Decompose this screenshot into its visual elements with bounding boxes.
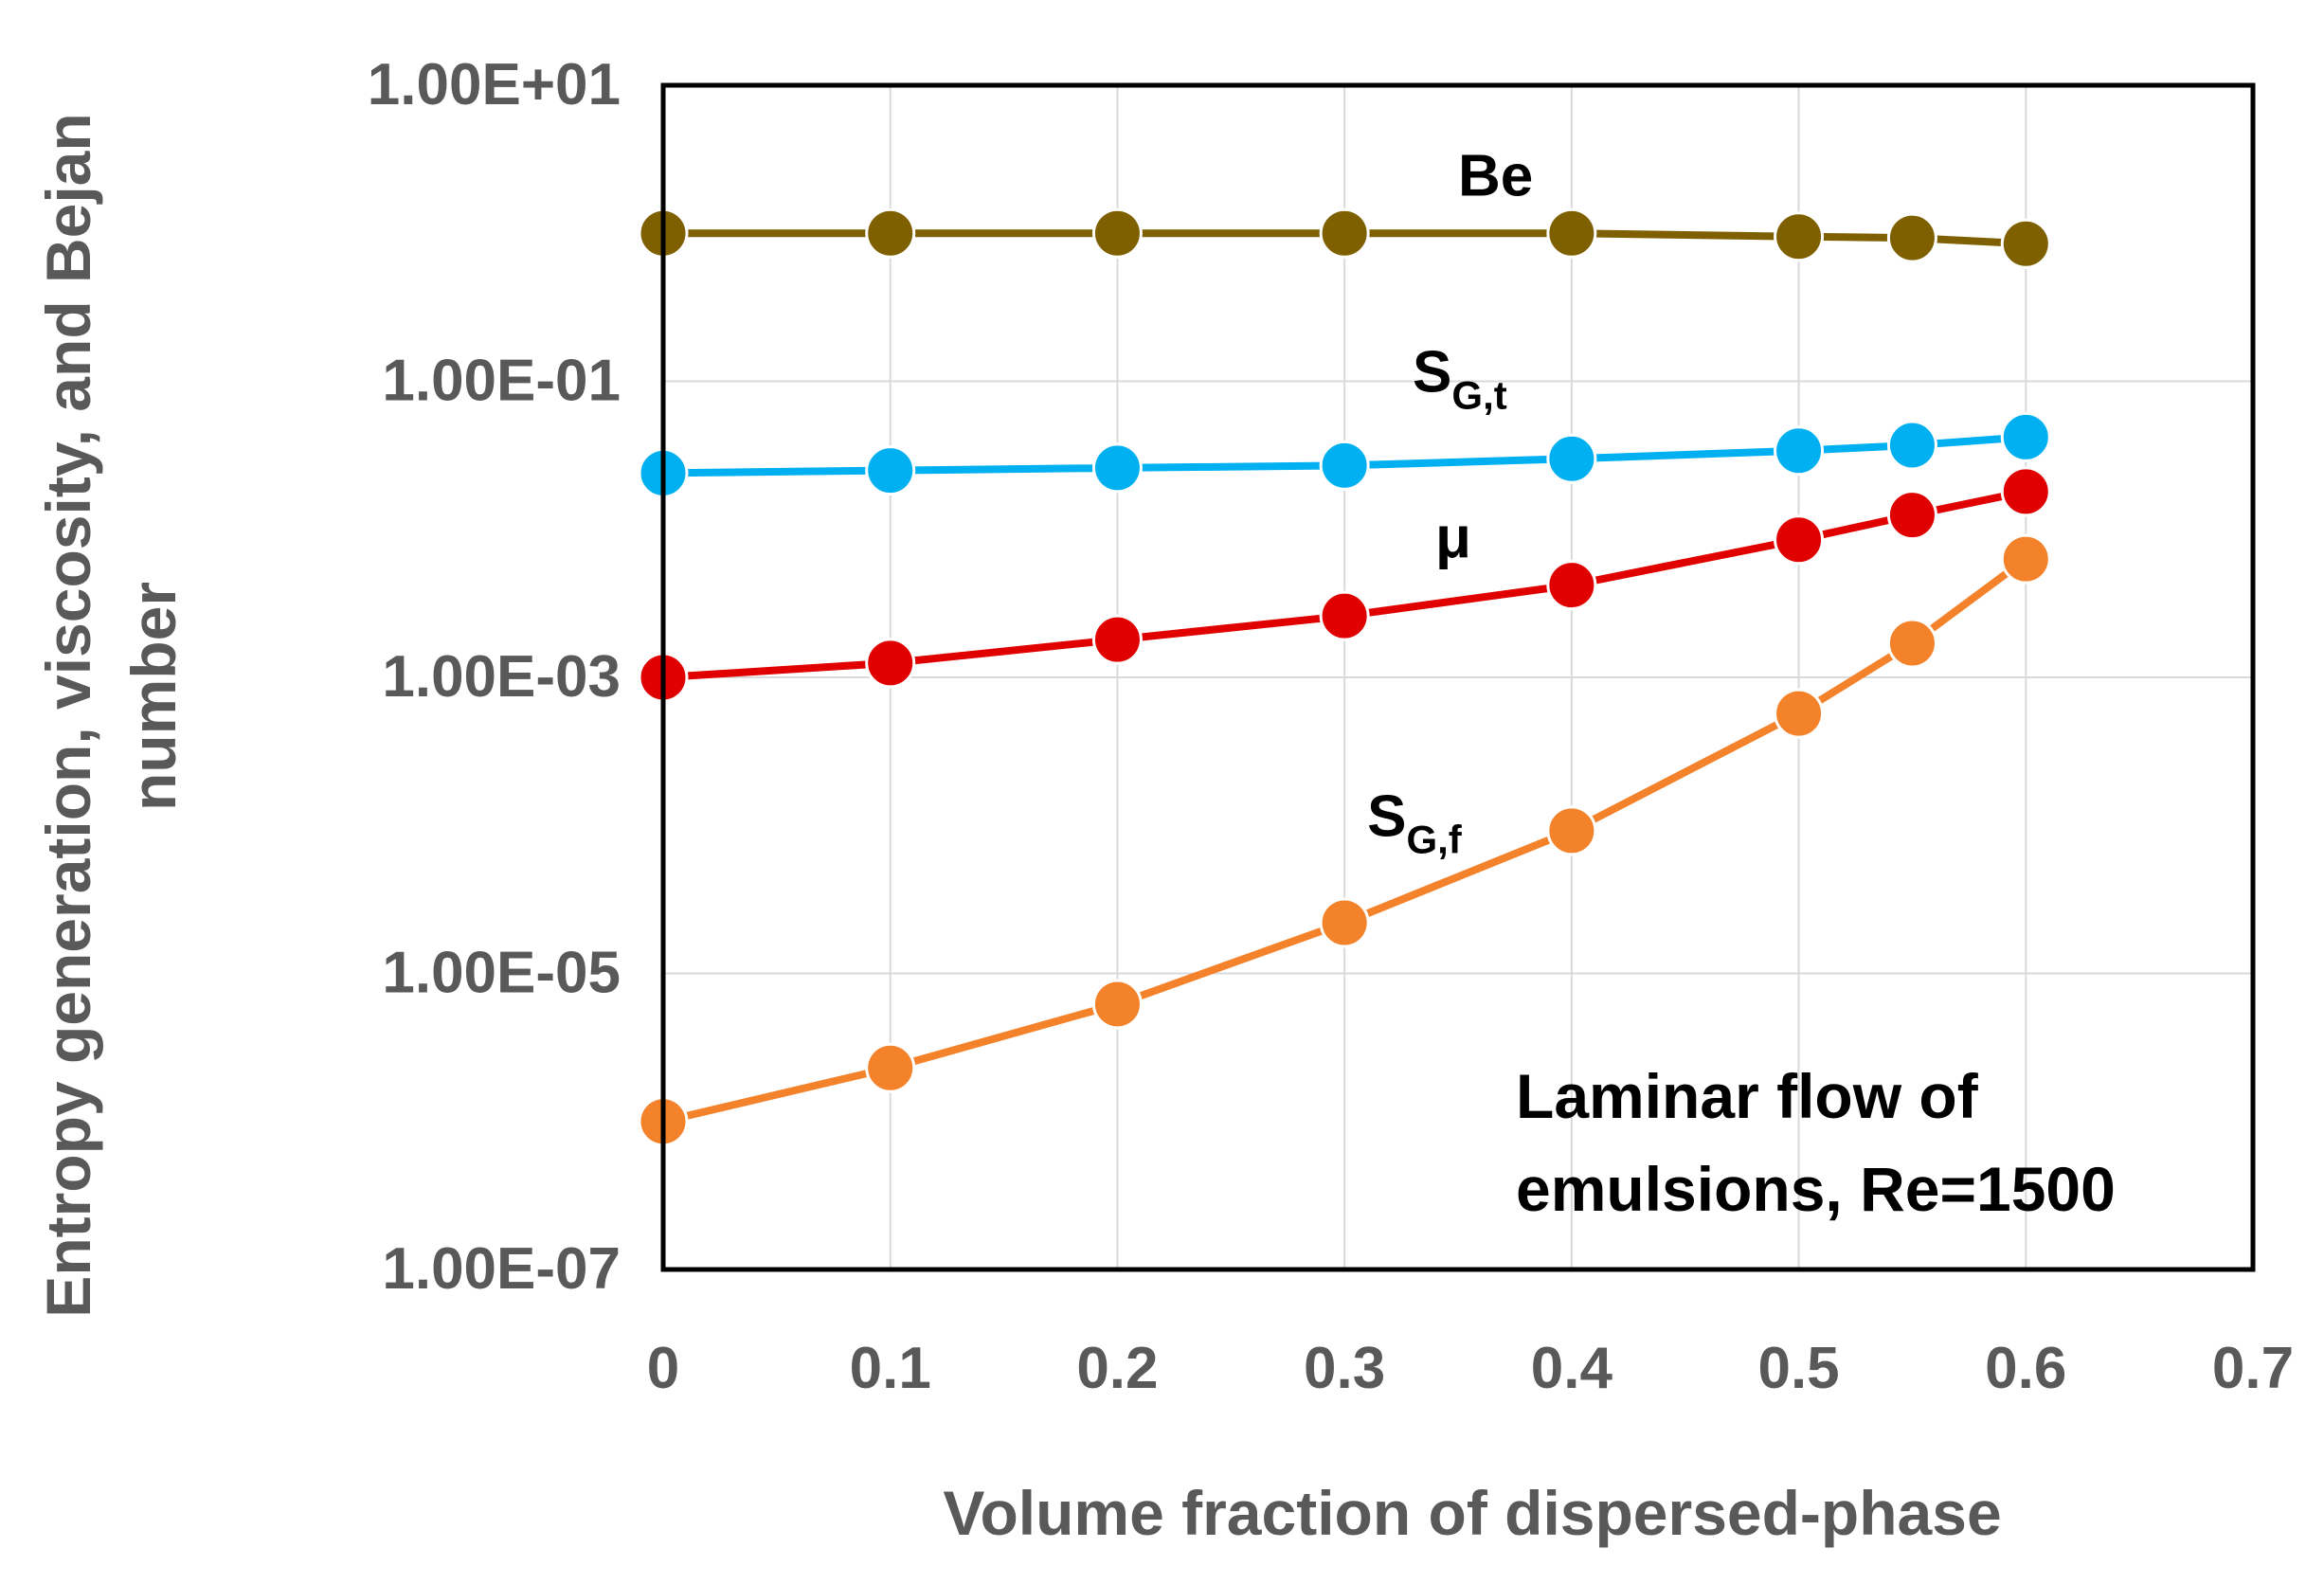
series-0: [638, 207, 2051, 269]
y-tick-label: 1.00E-01: [382, 349, 621, 414]
data-point: [1774, 425, 1825, 477]
data-point: [1886, 490, 1937, 541]
x-axis-tick-labels: 0 0.1 0.2 0.3 0.4 0.5 0.6 0.7: [647, 1336, 2294, 1401]
x-axis-title: Volume fraction of dispersed-phase: [943, 1478, 2001, 1548]
x-tick-label: 0.2: [1076, 1336, 1158, 1401]
data-point: [1886, 212, 1937, 263]
data-point: [1319, 590, 1370, 641]
y-axis-tick-labels: 1.00E+01 1.00E-01 1.00E-03 1.00E-05 1.00E-07: [368, 52, 621, 1302]
data-point: [1546, 560, 1597, 611]
data-point: [1546, 433, 1597, 484]
series-3: [638, 533, 2051, 1147]
y-tick-label: 1.00E-07: [382, 1236, 621, 1302]
series-layer: [638, 207, 2051, 1147]
data-point: [1886, 618, 1937, 669]
data-point: [865, 638, 916, 689]
data-point: [1319, 897, 1370, 948]
data-point: [1319, 207, 1370, 259]
series-2: [638, 466, 2051, 703]
x-tick-label: 0.5: [1757, 1336, 1839, 1401]
y-tick-label: 1.00E-05: [382, 941, 621, 1006]
series-label: SG,f: [1367, 783, 1463, 861]
data-point: [865, 207, 916, 259]
data-point: [2000, 411, 2051, 462]
data-point: [1319, 440, 1370, 491]
annotation-line-2: emulsions, Re=1500: [1516, 1154, 2116, 1224]
data-point: [1091, 614, 1143, 665]
annotation-box: Laminar flow of emulsions, Re=1500: [1516, 1061, 2116, 1224]
series-1: [638, 411, 2051, 498]
x-tick-label: 0: [647, 1336, 679, 1401]
data-point: [1774, 688, 1825, 739]
data-point: [1886, 420, 1937, 471]
data-point: [1774, 514, 1825, 566]
series-label: Be: [1458, 143, 1533, 208]
y-tick-label: 1.00E-03: [382, 644, 621, 710]
data-point: [2000, 533, 2051, 585]
data-point: [1546, 207, 1597, 259]
data-point: [865, 445, 916, 496]
data-point: [2000, 218, 2051, 269]
data-point: [2000, 466, 2051, 517]
data-point: [1091, 442, 1143, 494]
x-tick-label: 0.7: [2212, 1336, 2294, 1401]
series-label: μ: [1435, 505, 1471, 570]
data-point: [1546, 805, 1597, 856]
y-axis-title-line-1: Entropy generation, viscosity, and Bejan: [33, 113, 103, 1317]
data-point: [1774, 211, 1825, 262]
y-axis-title-line-2: number: [118, 582, 189, 811]
data-point: [1091, 979, 1143, 1030]
data-point: [1091, 207, 1143, 259]
x-tick-label: 0.6: [1985, 1336, 2066, 1401]
y-axis-title: Entropy generation, viscosity, and Bejan…: [33, 113, 189, 1317]
x-tick-label: 0.3: [1304, 1336, 1385, 1401]
y-tick-label: 1.00E+01: [368, 52, 621, 117]
x-tick-label: 0.1: [850, 1336, 931, 1401]
series-label: SG,t: [1413, 340, 1507, 418]
x-tick-label: 0.4: [1531, 1336, 1613, 1401]
plot-area-frame: [660, 82, 2256, 1272]
series-labels: Be SG,t μ SG,f: [1367, 143, 1533, 861]
annotation-line-1: Laminar flow of: [1516, 1061, 1979, 1131]
data-point: [865, 1042, 916, 1093]
